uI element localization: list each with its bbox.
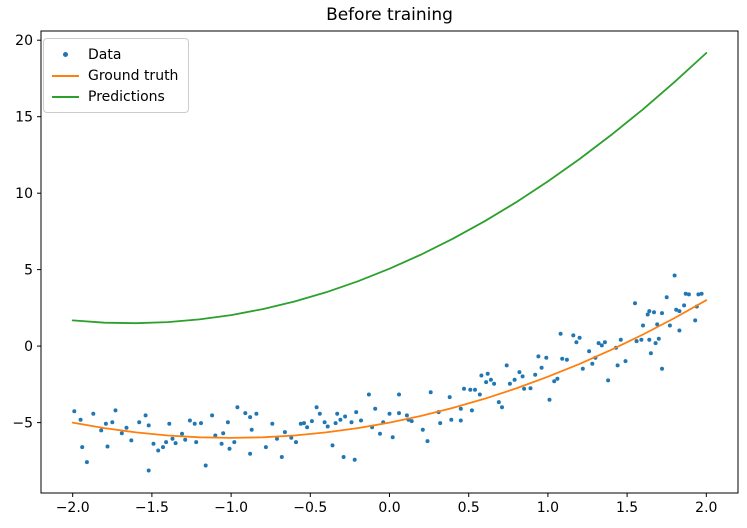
- x-axis-tick-label: 2.0: [695, 500, 717, 516]
- legend-swatch: [52, 74, 79, 77]
- legend-marker-line-icon: [52, 95, 79, 98]
- x-axis-tick-label: 0.5: [458, 500, 480, 516]
- y-axis-tick-label: −5: [12, 416, 33, 432]
- x-axis-tick-label: −2.0: [56, 500, 90, 516]
- legend-item-predictions: Predictions: [52, 86, 178, 107]
- y-axis-tick-label: 0: [24, 339, 33, 355]
- y-axis-tick-label: 15: [15, 110, 33, 126]
- series-predictions: [71, 52, 708, 325]
- legend: Data Ground truth Predictions: [43, 38, 190, 113]
- plot-frame: [40, 30, 739, 494]
- x-axis-tick-label: 1.0: [537, 500, 559, 516]
- legend-item-ground-truth: Ground truth: [52, 65, 178, 86]
- legend-label: Predictions: [88, 88, 165, 105]
- legend-item-data: Data: [52, 44, 178, 65]
- legend-swatch: [52, 95, 79, 98]
- y-axis-tick-label: 10: [15, 186, 33, 202]
- series-data: [72, 273, 704, 473]
- chart-title: Before training: [326, 5, 453, 25]
- x-axis-tick-label: −1.0: [214, 500, 248, 516]
- x-axis-tick-label: −1.5: [135, 500, 169, 516]
- legend-marker-dot-icon: [52, 52, 79, 57]
- x-axis-tick-label: 1.5: [616, 500, 638, 516]
- series-ground-truth: [71, 299, 708, 439]
- y-axis-tick-label: 20: [15, 33, 33, 49]
- legend-marker-line-icon: [52, 74, 79, 77]
- legend-label: Data: [88, 46, 122, 63]
- legend-swatch: [63, 52, 68, 57]
- legend-label: Ground truth: [88, 67, 179, 84]
- x-axis-tick-label: 0.0: [378, 500, 400, 516]
- y-axis-tick-label: 5: [24, 263, 33, 279]
- x-axis-tick-label: −0.5: [293, 500, 327, 516]
